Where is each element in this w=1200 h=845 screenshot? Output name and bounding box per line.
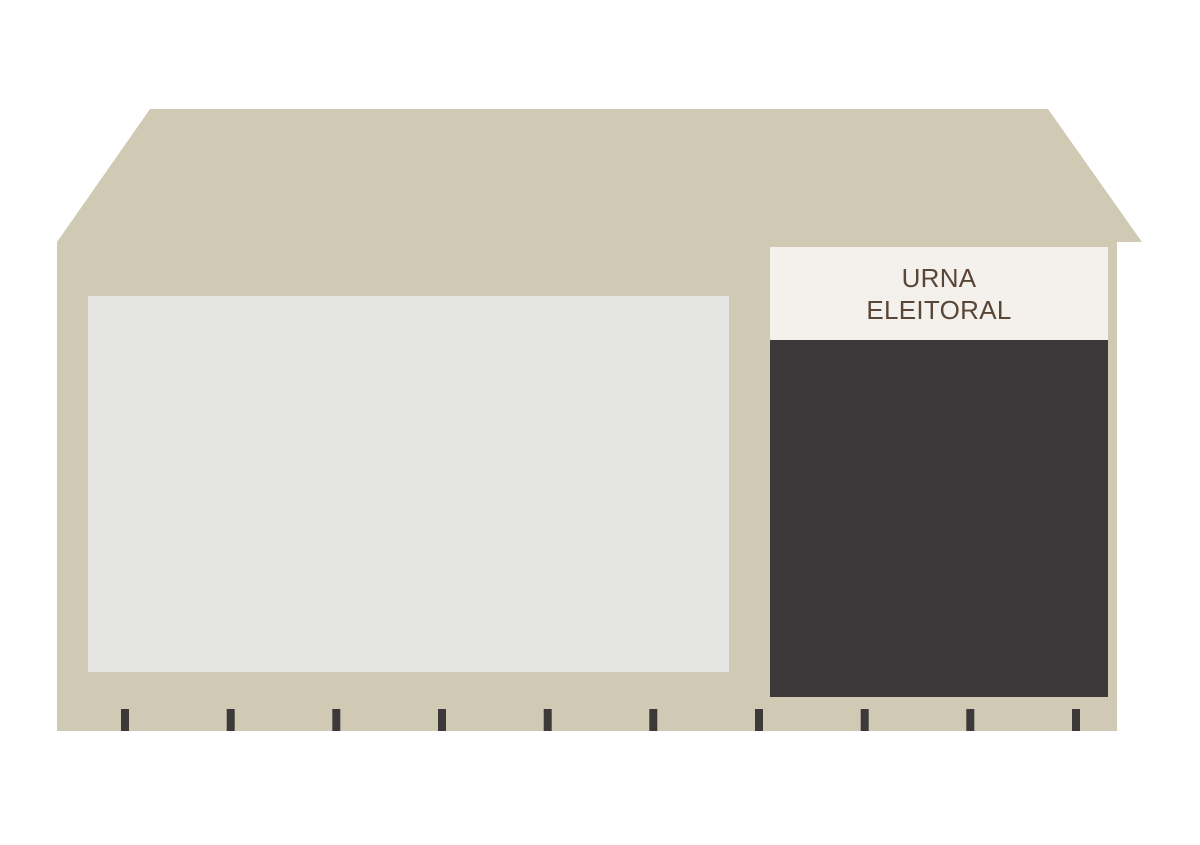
- foot: [226, 709, 235, 731]
- foot: [1072, 709, 1080, 731]
- label-line-eleitoral: ELEITORAL: [866, 294, 1012, 325]
- keypad-panel: [770, 340, 1108, 697]
- label-line-urna: URNA: [901, 262, 977, 293]
- foot: [438, 709, 446, 731]
- screen-panel: [88, 296, 729, 672]
- machine-label: URNA ELEITORAL: [770, 247, 1108, 340]
- foot: [860, 709, 869, 731]
- feet-group: [121, 709, 1080, 731]
- foot: [332, 709, 341, 731]
- label-panel: [770, 247, 1108, 340]
- foot: [543, 709, 552, 731]
- foot: [966, 709, 975, 731]
- machine-lid: [57, 109, 1142, 242]
- foot: [649, 709, 658, 731]
- foot: [755, 709, 763, 731]
- foot: [121, 709, 129, 731]
